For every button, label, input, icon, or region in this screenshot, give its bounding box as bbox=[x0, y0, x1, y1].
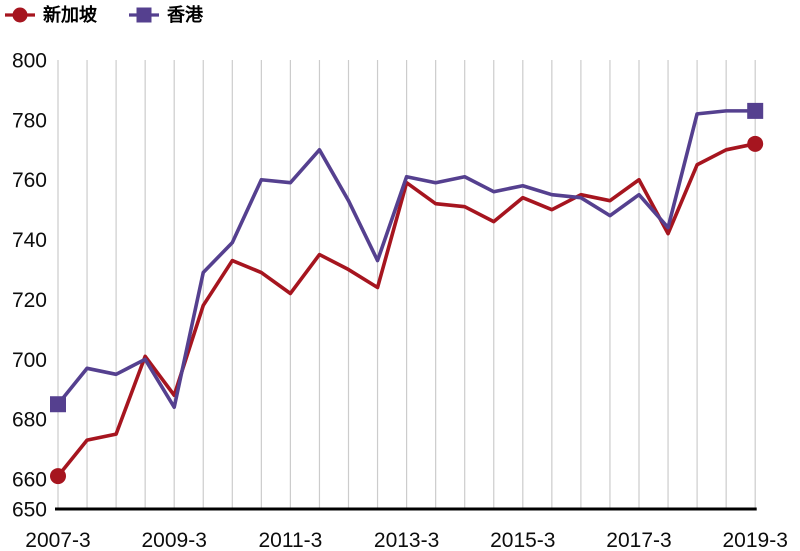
y-axis-tick-label: 700 bbox=[12, 349, 47, 372]
series-0-endpoint-marker[interactable] bbox=[50, 468, 66, 485]
legend-label-hongkong: 香港 bbox=[167, 5, 203, 25]
y-axis-tick-label: 760 bbox=[12, 169, 47, 192]
legend-label-singapore: 新加坡 bbox=[43, 5, 97, 25]
x-axis-tick-label: 2015-3 bbox=[490, 529, 555, 551]
legend-item-singapore[interactable]: 新加坡 bbox=[3, 2, 97, 28]
series-1-endpoint-marker[interactable] bbox=[747, 102, 764, 119]
x-axis-tick-label: 2017-3 bbox=[606, 529, 671, 551]
y-axis-tick-label: 740 bbox=[12, 229, 47, 252]
y-axis-tick-label: 650 bbox=[12, 499, 47, 522]
chart-legend: 新加坡 香港 bbox=[3, 2, 203, 28]
x-axis-tick-label: 2019-3 bbox=[723, 529, 788, 551]
series-0-endpoint-marker[interactable] bbox=[747, 135, 764, 152]
x-axis-tick-label: 2013-3 bbox=[374, 529, 439, 551]
y-axis-tick-label: 680 bbox=[12, 409, 47, 432]
x-axis-tick-label: 2011-3 bbox=[258, 529, 322, 551]
series-1-endpoint-marker[interactable] bbox=[50, 396, 66, 413]
series-line-0[interactable] bbox=[56, 142, 758, 478]
hongkong-line-square-icon bbox=[129, 7, 159, 23]
y-axis-tick-label: 780 bbox=[12, 109, 47, 132]
x-axis-tick-label: 2009-3 bbox=[142, 529, 207, 551]
x-axis-tick-label: 2007-3 bbox=[25, 529, 90, 551]
legend-item-hongkong[interactable]: 香港 bbox=[127, 2, 203, 28]
singapore-line-circle-icon bbox=[5, 7, 35, 23]
y-axis-tick-label: 660 bbox=[12, 469, 47, 492]
series-line-1[interactable] bbox=[56, 109, 758, 410]
y-axis-tick-label: 800 bbox=[12, 50, 47, 73]
y-axis-tick-label: 720 bbox=[12, 289, 47, 312]
